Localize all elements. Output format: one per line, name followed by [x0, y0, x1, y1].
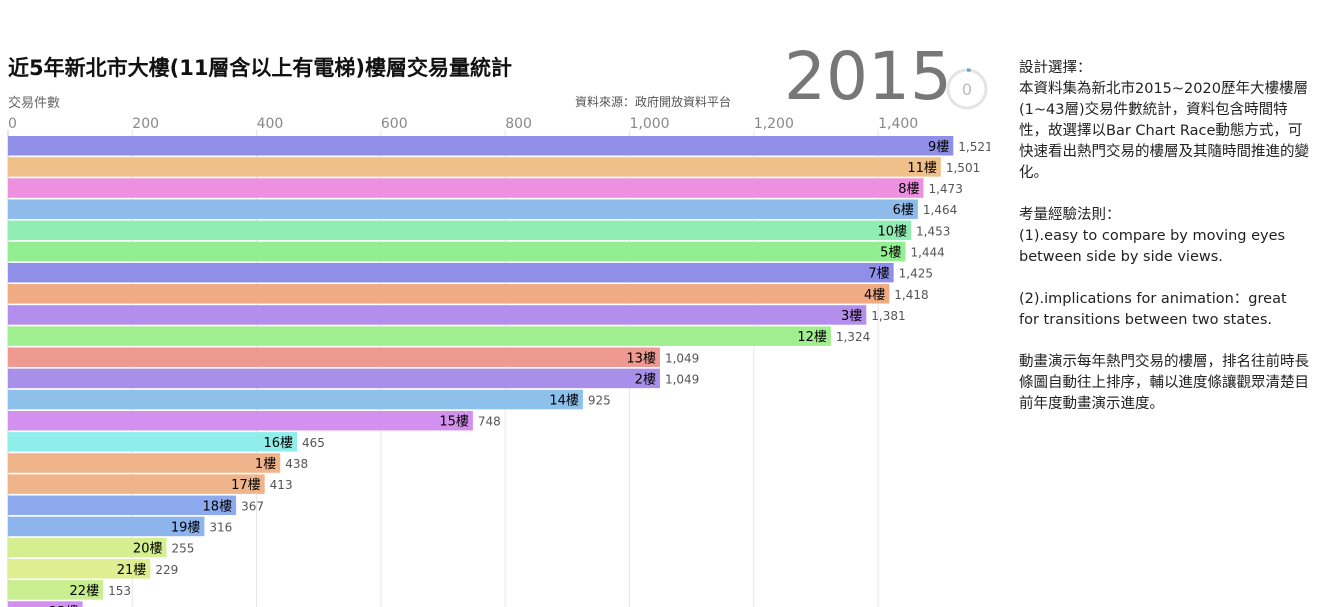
bar-value-label: 465 — [302, 436, 325, 450]
bar — [8, 580, 104, 600]
bar — [8, 601, 83, 607]
bar — [8, 453, 281, 473]
bar-chart: 0 200 400 600 800 1,000 1,200 1,400 9樓 1,521 11樓 1,… — [7, 116, 990, 607]
bar-category-label: 20樓 — [133, 542, 163, 557]
x-tick-label: 1,000 — [630, 116, 670, 132]
bar — [8, 262, 894, 283]
bar — [8, 559, 151, 579]
design-note-paragraph: 設計選擇： 本資料集為新北市2015~2020歷年大樓樓層(1~43層)交易件數… — [1019, 60, 1309, 181]
bar — [8, 136, 954, 156]
bar-category-label: 10樓 — [877, 224, 907, 239]
progress-ring: 0 — [946, 68, 988, 110]
bar-category-label: 8樓 — [898, 182, 919, 197]
bar — [8, 178, 924, 198]
x-tick-label: 1,200 — [754, 116, 794, 132]
bar-value-label: 413 — [270, 478, 293, 492]
bar-category-label: 13樓 — [626, 351, 656, 366]
bar-category-label: 3樓 — [841, 309, 862, 324]
bar-value-label: 925 — [588, 394, 611, 408]
bar-category-label: 16樓 — [263, 436, 293, 451]
bar-category-label: 15樓 — [439, 415, 469, 430]
bar — [8, 347, 660, 367]
bar-value-label: 153 — [108, 584, 131, 598]
design-note-paragraph: (2).implications for animation：great for… — [1019, 291, 1287, 328]
bar-category-label: 19樓 — [171, 520, 201, 535]
bar-category-label: 14樓 — [549, 394, 579, 409]
bar — [8, 537, 167, 558]
bar-value-label: 1,444 — [910, 246, 944, 260]
bar-category-label: 22樓 — [70, 584, 100, 599]
bar-category-label: 6樓 — [893, 203, 914, 218]
bar-category-label: 2樓 — [635, 372, 656, 387]
x-tick-label: 200 — [132, 116, 159, 132]
bar — [8, 368, 660, 389]
bar-value-label: 367 — [241, 499, 264, 513]
bar — [8, 410, 473, 431]
x-tick-label: 600 — [381, 116, 408, 132]
bar-category-label: 11樓 — [907, 161, 937, 176]
bar-value-label: 1,473 — [928, 182, 962, 196]
bar — [8, 389, 583, 410]
progress-value: 0 — [962, 80, 972, 99]
bar — [8, 305, 867, 325]
bar — [8, 220, 912, 241]
bar-category-label: 5樓 — [880, 246, 901, 261]
bar-value-label: 1,418 — [894, 288, 928, 302]
x-tick-label: 800 — [505, 116, 532, 132]
bar — [8, 241, 906, 262]
bar — [8, 326, 831, 346]
bar-category-label: 12樓 — [797, 330, 827, 345]
bar-category-label: 9樓 — [928, 140, 949, 155]
bar-value-label: 1,464 — [923, 203, 957, 217]
bar-value-label: 1,501 — [946, 161, 980, 175]
bar-category-label: 17樓 — [231, 478, 261, 493]
progress-arc — [946, 68, 988, 110]
bar-category-label: 1樓 — [255, 457, 276, 472]
current-year: 2015 — [784, 38, 952, 115]
bar-value-label: 316 — [209, 520, 232, 534]
bar — [8, 199, 918, 219]
bar-value-label: 1,049 — [665, 372, 699, 386]
x-tick-label: 400 — [257, 116, 284, 132]
bar — [8, 516, 205, 537]
bar-category-label: 7樓 — [868, 267, 889, 282]
bar-value-label: 120 — [88, 605, 111, 607]
bar-category-label: 18樓 — [203, 499, 233, 514]
bar — [8, 432, 297, 452]
bar-value-label: 1,381 — [871, 309, 905, 323]
bar-value-label: 748 — [478, 415, 501, 429]
bar-category-label: 21樓 — [117, 563, 147, 578]
bar — [8, 495, 237, 516]
bar-value-label: 1,521 — [958, 140, 990, 154]
design-notes-panel: 設計選擇： 本資料集為新北市2015~2020歷年大樓樓層(1~43層)交易件數… — [1019, 58, 1311, 436]
bar-value-label: 1,049 — [665, 351, 699, 365]
bar-value-label: 1,324 — [836, 330, 870, 344]
bar — [8, 284, 890, 304]
bar-category-label: 4樓 — [864, 288, 885, 303]
design-note-paragraph: 動畫演示每年熱門交易的樓層，排名往前時長條圖自動往上排序，輔以進度條讓觀眾清楚目… — [1019, 354, 1309, 412]
design-note-paragraph: 考量經驗法則： (1).easy to compare by moving ey… — [1019, 207, 1286, 265]
bar — [8, 474, 265, 494]
data-source: 資料來源：政府開放資料平台 — [575, 95, 732, 109]
y-axis-label: 交易件數 — [8, 96, 61, 111]
bar-value-label: 1,425 — [899, 267, 933, 281]
bar-value-label: 255 — [171, 542, 194, 556]
x-tick-label: 1,400 — [878, 116, 918, 132]
bar-value-label: 229 — [155, 563, 178, 577]
chart-title: 近5年新北市大樓(11層含以上有電梯)樓層交易量統計 — [8, 56, 513, 80]
bar — [8, 157, 941, 177]
bar-value-label: 438 — [285, 457, 308, 471]
x-tick-label: 0 — [8, 116, 17, 132]
bar-value-label: 1,453 — [916, 224, 950, 238]
bar-category-label: 23樓 — [49, 605, 79, 607]
